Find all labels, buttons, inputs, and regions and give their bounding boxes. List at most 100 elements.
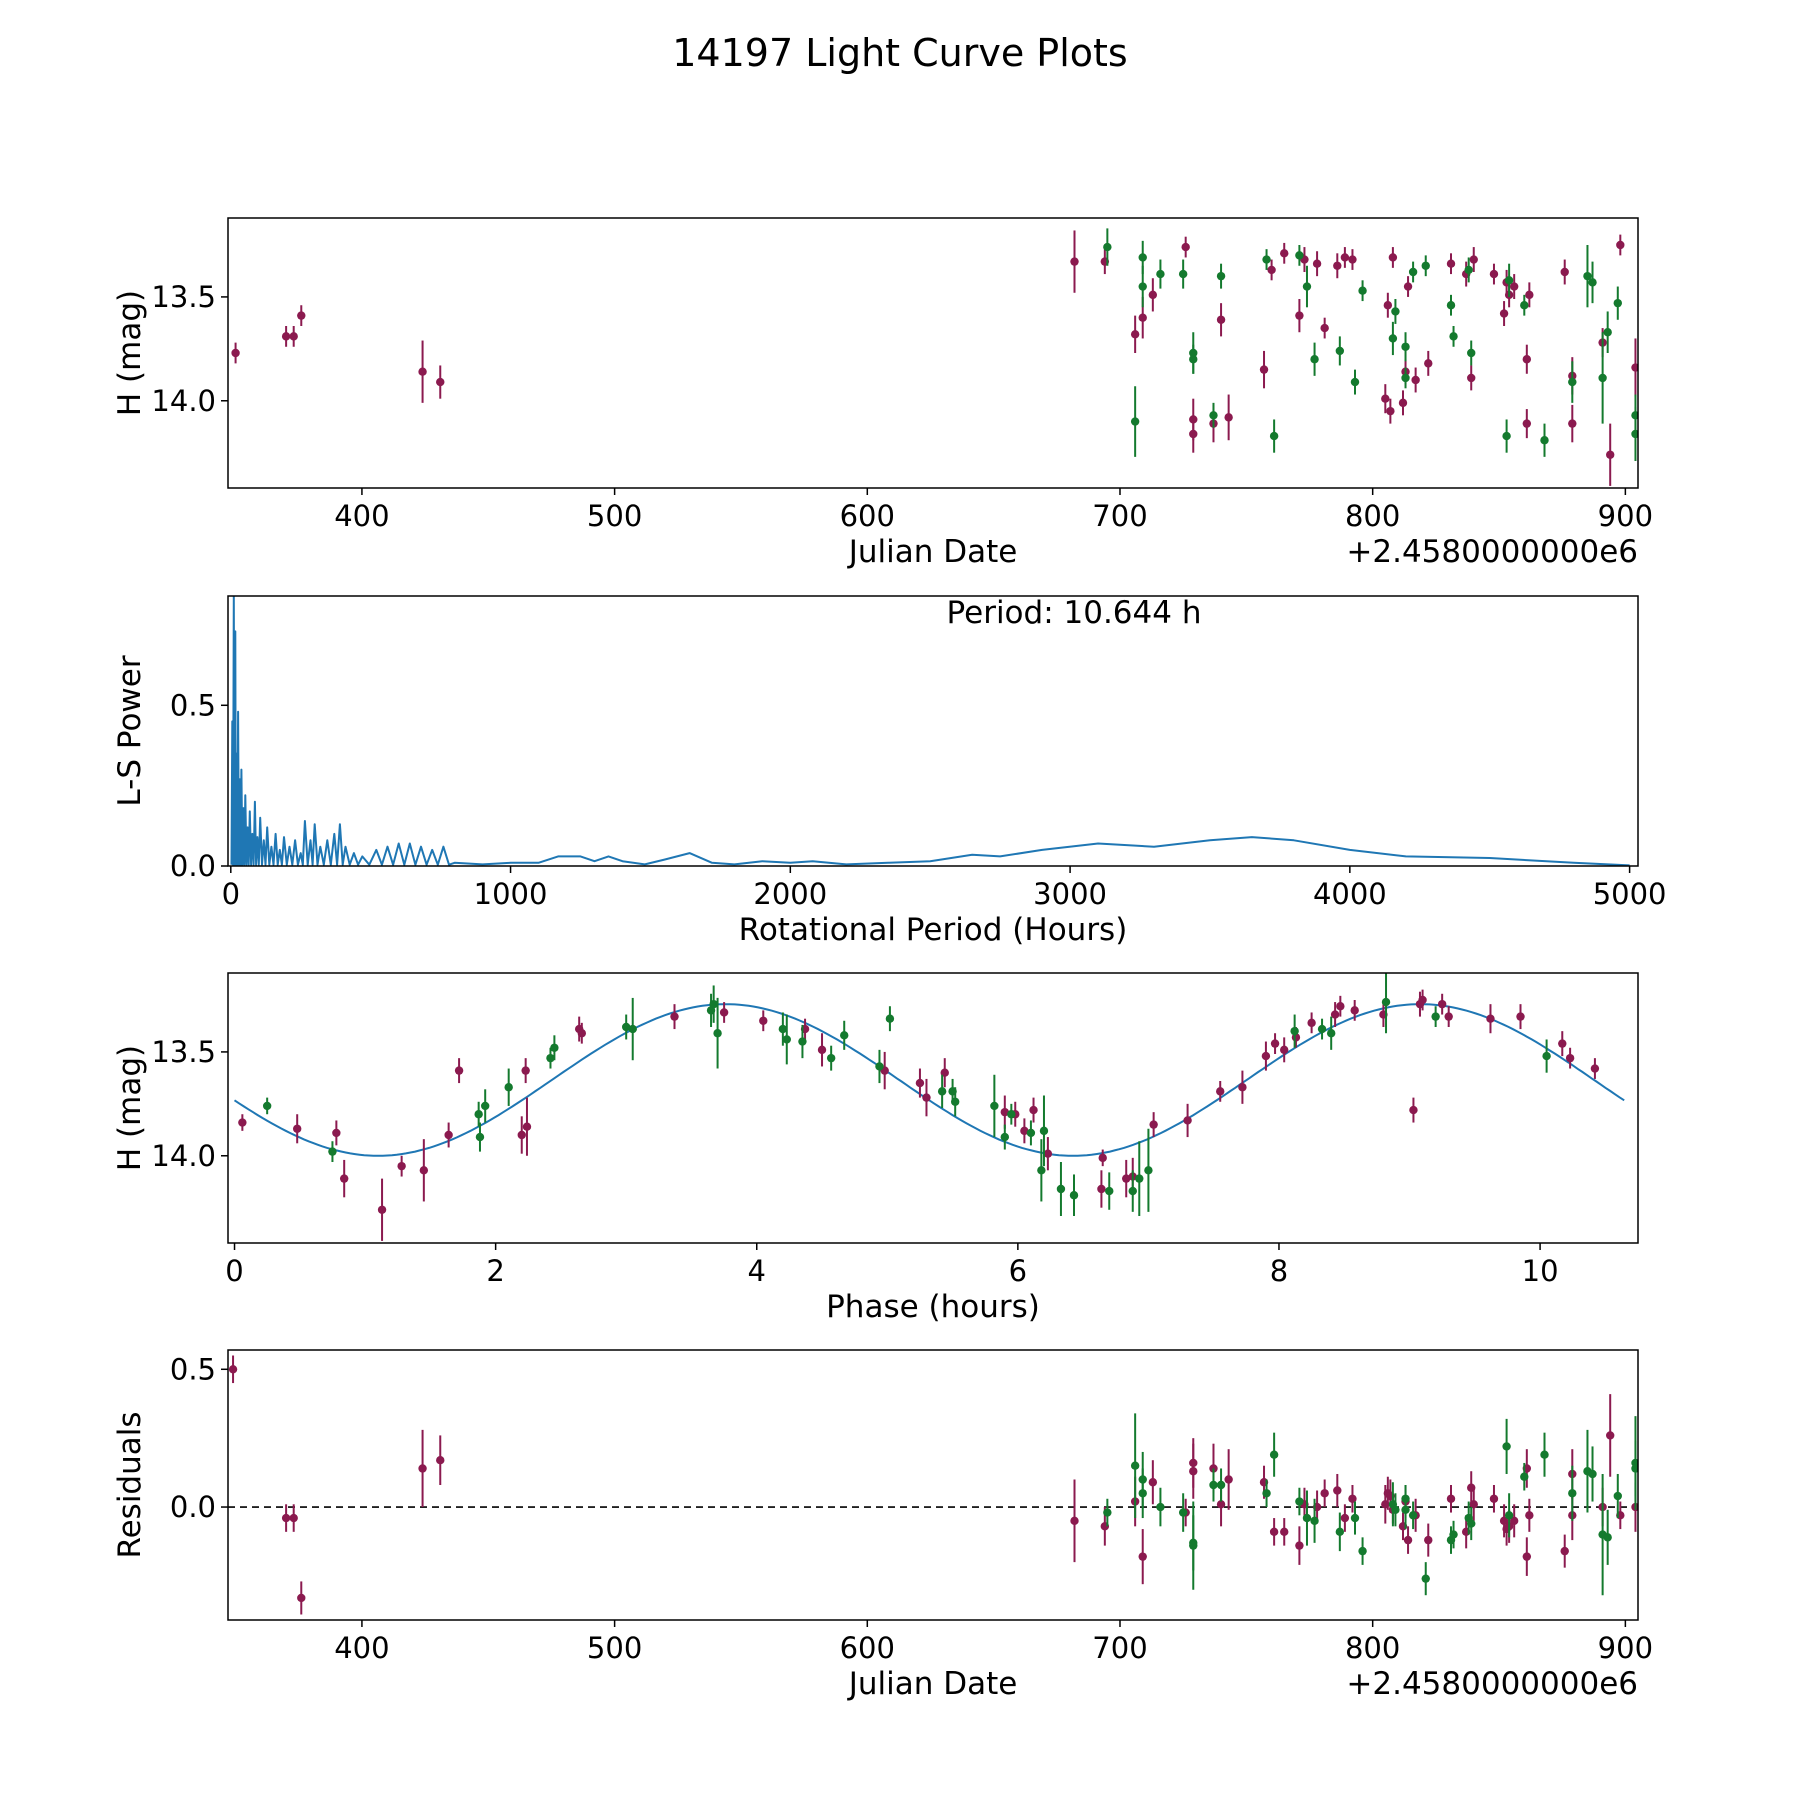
phase-folded-data-point — [475, 1132, 485, 1142]
phase-folded-data-point — [1486, 1014, 1495, 1023]
phase-folded-data-point — [1098, 1153, 1107, 1163]
periodogram-ylabel: L-S Power — [112, 655, 148, 806]
residuals-data-point — [1148, 1478, 1158, 1487]
light-curve-data-point — [1467, 373, 1476, 383]
residuals-data-point — [1509, 1516, 1519, 1526]
residuals-data-point — [418, 1464, 427, 1473]
light-curve-data-point — [1138, 313, 1147, 322]
light-curve-data-point — [1280, 249, 1289, 258]
light-curve-data-point — [1401, 373, 1410, 383]
phase-folded-data-point — [328, 1147, 337, 1156]
phase-folded-data-point — [1565, 1053, 1575, 1063]
light-curve-data-point — [1178, 269, 1188, 279]
light-curve-ytick-label: 13.5 — [151, 280, 216, 314]
phase-folded-data-point — [1317, 1024, 1327, 1034]
light-curve-data-point — [1295, 311, 1304, 320]
phase-folded-data-point — [454, 1066, 464, 1075]
phase-folded-data-point — [522, 1122, 532, 1131]
phase-folded-data-point — [1007, 1110, 1016, 1119]
light-curve-data-point — [1603, 328, 1612, 337]
light-curve-data-point — [1522, 419, 1532, 428]
phase-folded-data-point — [1516, 1012, 1525, 1021]
phase-folded-data-point — [922, 1093, 931, 1102]
figure-title: 14197 Light Curve Plots — [672, 31, 1127, 75]
residuals-data-point — [1302, 1513, 1312, 1523]
light-curve-data-point — [1616, 240, 1625, 250]
phase-folded-data-point — [1238, 1083, 1247, 1092]
phase-folded-ytick-label: 13.5 — [151, 1035, 216, 1069]
residuals-data-point — [1603, 1533, 1612, 1542]
periodogram-xtick-label: 2000 — [753, 877, 827, 911]
light-curve-data-point — [1489, 269, 1499, 279]
phase-folded-data-point — [1336, 1002, 1345, 1011]
phase-folded-axes-frame — [227, 972, 1639, 1244]
phase-folded-data-point — [1043, 1149, 1053, 1158]
phase-folded-xtick-label: 8 — [1270, 1254, 1288, 1288]
light-curve-data-point — [1381, 394, 1390, 403]
light-curve-data-point — [1525, 290, 1534, 300]
residuals-data-point — [1606, 1431, 1615, 1440]
light-curve-axes-frame — [227, 217, 1639, 489]
phase-folded-data-point — [546, 1053, 555, 1063]
phase-folded-data-point — [1590, 1064, 1600, 1073]
phase-folded-data-point — [937, 1087, 947, 1096]
light-curve-data-point — [1424, 359, 1433, 368]
phase-folded-data-point — [1418, 995, 1427, 1005]
light-curve-ylabel: H (mag) — [112, 290, 148, 416]
light-curve-data-point — [1335, 346, 1345, 356]
residuals-data-point — [1340, 1513, 1350, 1523]
periodogram-xtick-label: 0 — [222, 877, 240, 911]
residuals-data-point — [1189, 1541, 1198, 1550]
periodogram-panel: 0 1000 2000 3000 4000 5000 0.0 0.5 Rotational Pe… — [112, 595, 1667, 948]
light-curve-data-point — [1259, 365, 1269, 374]
residuals-xlabel: Julian Date — [847, 1666, 1018, 1702]
phase-folded-data-point — [377, 1205, 387, 1214]
residuals-data-point — [1401, 1505, 1410, 1514]
phase-folded-data-point — [709, 999, 718, 1009]
light-curve-xlabel: Julian Date — [847, 534, 1018, 570]
phase-folded-data-point — [826, 1053, 836, 1063]
phase-folded-data-point — [474, 1110, 483, 1119]
light-curve-data-point — [1310, 355, 1319, 364]
light-curve-data-point — [1411, 375, 1420, 385]
phase-folded-xtick-label: 0 — [225, 1254, 243, 1288]
light-curve-data-point — [436, 377, 445, 387]
residuals-data-point — [1262, 1489, 1271, 1498]
light-curve-data-point — [1398, 398, 1408, 408]
light-curve-data-point — [1181, 242, 1190, 252]
periodogram-xtick-label: 5000 — [1593, 877, 1667, 911]
light-curve-data-point — [1606, 450, 1615, 459]
light-curve-data-point — [1421, 261, 1430, 270]
light-curve-data-point — [1464, 265, 1473, 275]
phase-folded-data-point — [1020, 1126, 1029, 1136]
light-curve-data-point — [1348, 255, 1357, 264]
light-curve-data-point — [1449, 332, 1458, 341]
light-curve-data-point — [1295, 251, 1304, 260]
phase-folded-data-point — [480, 1101, 490, 1111]
phase-folded-data-point — [419, 1166, 429, 1175]
light-curve-data-point — [1408, 267, 1418, 277]
phase-folded-data-point — [1149, 1120, 1158, 1129]
light-curve-data-point — [1216, 315, 1226, 324]
residuals-ylabel: Residuals — [112, 1411, 148, 1558]
residuals-xtick-label: 600 — [840, 1631, 895, 1665]
phase-folded-data-point — [798, 1037, 807, 1046]
residuals-data-point — [1216, 1480, 1226, 1490]
residuals-data-point — [1560, 1546, 1569, 1556]
residuals-data-point — [1525, 1511, 1534, 1520]
light-curve-data-point — [1631, 363, 1638, 372]
phase-folded-data-point — [713, 1029, 722, 1038]
periodogram-xtick-label: 4000 — [1313, 877, 1387, 911]
periodogram-xtick-label: 3000 — [1033, 877, 1107, 911]
phase-folded-data-point — [1000, 1107, 1010, 1117]
light-curve-data-point — [1568, 419, 1577, 428]
light-curve-data-point — [1583, 271, 1592, 281]
phase-folded-data-point — [1330, 1010, 1340, 1019]
phase-folded-data-point — [1135, 1174, 1144, 1183]
light-curve-data-point — [1446, 259, 1456, 268]
light-curve-data-point — [1522, 355, 1532, 364]
phase-folded-xtick-label: 6 — [1009, 1254, 1027, 1288]
periodogram-ytick-label: 0.0 — [170, 849, 216, 883]
phase-folded-data-point — [782, 1035, 791, 1044]
